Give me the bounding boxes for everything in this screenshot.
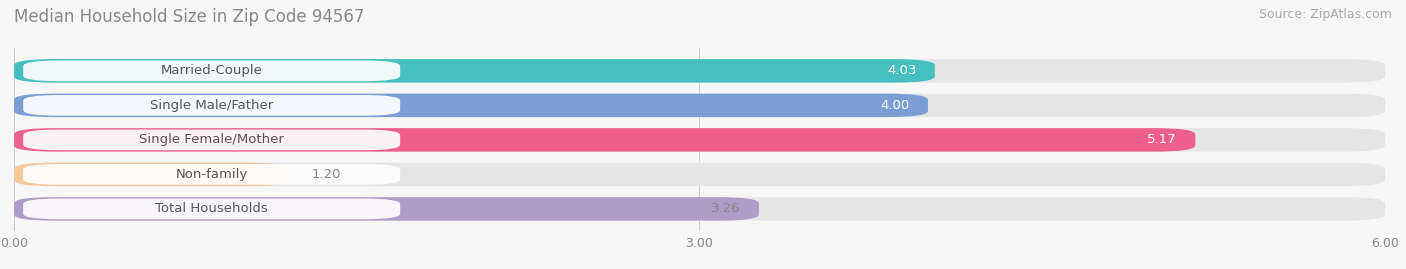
FancyBboxPatch shape — [14, 163, 1385, 186]
FancyBboxPatch shape — [14, 197, 759, 221]
Text: Married-Couple: Married-Couple — [160, 64, 263, 77]
FancyBboxPatch shape — [14, 59, 935, 83]
Text: Total Households: Total Households — [155, 202, 269, 215]
FancyBboxPatch shape — [14, 59, 1385, 83]
FancyBboxPatch shape — [14, 163, 288, 186]
Text: 4.03: 4.03 — [887, 64, 917, 77]
Text: 5.17: 5.17 — [1147, 133, 1177, 146]
FancyBboxPatch shape — [14, 128, 1195, 152]
FancyBboxPatch shape — [22, 95, 401, 116]
FancyBboxPatch shape — [22, 164, 401, 185]
FancyBboxPatch shape — [22, 61, 401, 81]
Text: Non-family: Non-family — [176, 168, 247, 181]
Text: Single Female/Mother: Single Female/Mother — [139, 133, 284, 146]
FancyBboxPatch shape — [14, 128, 1385, 152]
Text: 1.20: 1.20 — [311, 168, 340, 181]
FancyBboxPatch shape — [14, 94, 1385, 117]
FancyBboxPatch shape — [14, 197, 1385, 221]
Text: Single Male/Father: Single Male/Father — [150, 99, 273, 112]
FancyBboxPatch shape — [22, 199, 401, 219]
FancyBboxPatch shape — [22, 130, 401, 150]
FancyBboxPatch shape — [14, 94, 928, 117]
Text: Source: ZipAtlas.com: Source: ZipAtlas.com — [1258, 8, 1392, 21]
Text: 3.26: 3.26 — [711, 202, 741, 215]
Text: Median Household Size in Zip Code 94567: Median Household Size in Zip Code 94567 — [14, 8, 364, 26]
Text: 4.00: 4.00 — [880, 99, 910, 112]
